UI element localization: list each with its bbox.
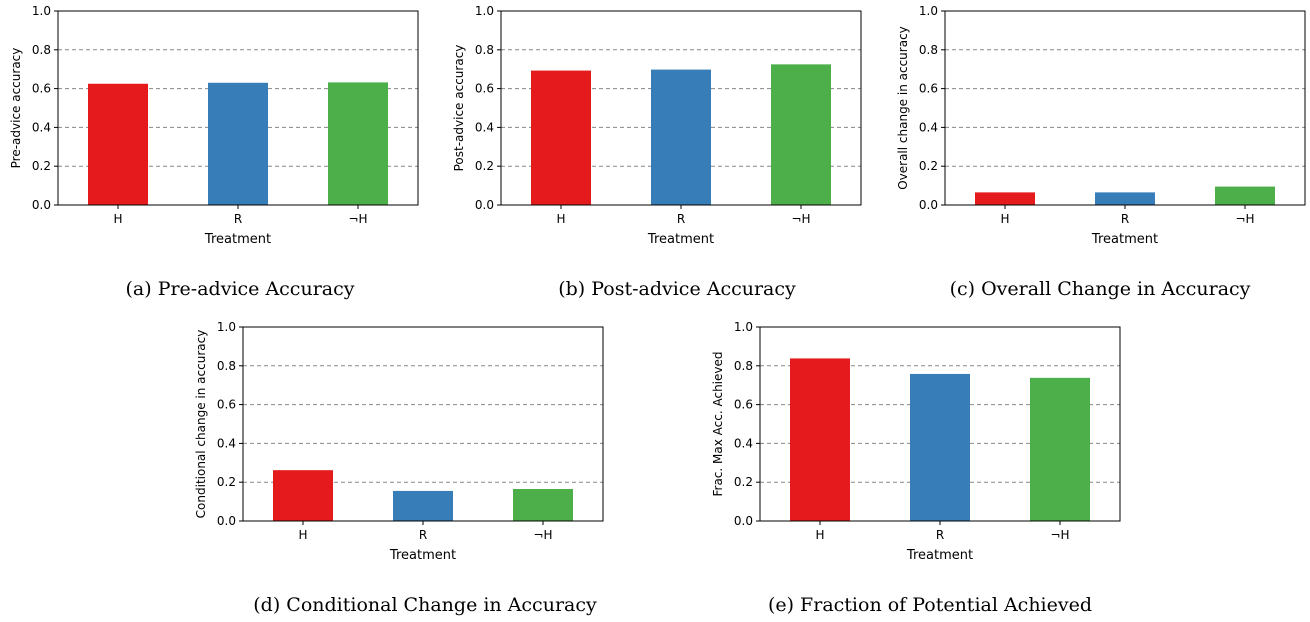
y-tick-label: 0.0	[217, 514, 236, 528]
x-axis-label: Treatment	[647, 232, 714, 247]
chart-panel-b: 0.0 0.2 0.4 0.6 0.8 1.0 H R ¬H Treatment Post-advi…	[0, 0, 880, 260]
x-tick-label: ¬H	[348, 212, 367, 226]
y-tick-label: 0.0	[32, 198, 51, 212]
bar-H	[531, 70, 591, 205]
bar-R	[208, 82, 268, 205]
y-tick-label: 1.0	[734, 320, 753, 334]
bar-R	[393, 490, 453, 521]
y-tick-label: 0.6	[217, 398, 236, 412]
x-tick-label: H	[815, 528, 824, 542]
x-axis-label: Treatment	[389, 548, 456, 563]
y-axis-label: Conditional change in accuracy	[194, 330, 208, 519]
y-axis-label: Pre-advice accuracy	[9, 48, 23, 169]
y-tick-label: 0.0	[734, 514, 753, 528]
y-axis-label: Overall change in accuracy	[896, 26, 910, 190]
y-tick-label: 0.2	[919, 159, 938, 173]
x-axis-label: Treatment	[1091, 232, 1158, 247]
y-tick-label: 1.0	[32, 4, 51, 18]
x-tick-label: H	[556, 212, 565, 226]
plot-frame	[57, 10, 419, 206]
bar-R	[1095, 192, 1155, 205]
y-tick-label: 0.4	[217, 436, 236, 450]
y-tick-label: 0.8	[217, 359, 236, 373]
y-axis-label: Frac. Max Acc. Achieved	[711, 351, 725, 496]
bar-chart-d: 0.0 0.2 0.4 0.6 0.8 1.0 H R ¬H Treatment Condition…	[194, 320, 604, 563]
x-tick-label: ¬H	[533, 528, 552, 542]
caption-a: (a) Pre-advice Accuracy	[125, 278, 355, 300]
bar-¬H	[771, 64, 831, 205]
y-tick-label: 0.4	[475, 120, 494, 134]
caption-e: (e) Fraction of Potential Achieved	[767, 594, 1093, 616]
y-tick-label: 0.8	[32, 43, 51, 57]
bar-chart-c: 0.0 0.2 0.4 0.6 0.8 1.0 H R ¬H Treatment Overall c…	[896, 4, 1306, 247]
y-tick-label: 0.4	[32, 120, 51, 134]
bar-H	[88, 83, 148, 205]
x-tick-label: H	[298, 528, 307, 542]
x-axis-label: Treatment	[906, 548, 973, 563]
bar-chart-a: 0.0 0.2 0.4 0.6 0.8 1.0 H R ¬H Treatment Pre-advic…	[9, 4, 419, 247]
bar-H	[975, 192, 1035, 205]
y-tick-label: 0.8	[919, 43, 938, 57]
chart-panel-e: 0.0 0.2 0.4 0.6 0.8 1.0 H R ¬H Treatment Frac. Max…	[711, 320, 1121, 563]
x-tick-label: H	[1000, 212, 1009, 226]
y-tick-label: 0.6	[734, 398, 753, 412]
bar-chart-e: 0.0 0.2 0.4 0.6 0.8 1.0 H R ¬H Treatment Frac. Max…	[711, 320, 1121, 563]
y-tick-label: 0.4	[919, 120, 938, 134]
y-tick-label: 0.2	[217, 475, 236, 489]
x-tick-label: R	[677, 212, 685, 226]
chart-panel-c: 0.0 0.2 0.4 0.6 0.8 1.0 H R ¬H Treatment Overall c…	[0, 0, 1310, 260]
y-tick-label: 0.2	[32, 159, 51, 173]
bar-¬H	[328, 82, 388, 205]
bar-H	[273, 470, 333, 521]
x-tick-label: H	[113, 212, 122, 226]
bar-¬H	[1030, 377, 1090, 521]
y-tick-label: 0.8	[734, 359, 753, 373]
x-tick-label: ¬H	[1235, 212, 1254, 226]
x-tick-label: ¬H	[1050, 528, 1069, 542]
y-tick-label: 1.0	[475, 4, 494, 18]
x-tick-label: R	[1121, 212, 1129, 226]
y-tick-label: 0.8	[475, 43, 494, 57]
plot-frame	[944, 10, 1306, 206]
caption-b: (b) Post-advice Accuracy	[558, 278, 796, 300]
caption-d: (d) Conditional Change in Accuracy	[253, 594, 597, 616]
x-tick-label: R	[936, 528, 944, 542]
y-axis-label: Post-advice accuracy	[452, 45, 466, 172]
bar-chart-b: 0.0 0.2 0.4 0.6 0.8 1.0 H R ¬H Treatment Post-advi…	[452, 4, 862, 247]
y-tick-label: 0.6	[32, 82, 51, 96]
caption-c: (c) Overall Change in Accuracy	[949, 278, 1251, 300]
y-tick-label: 0.6	[919, 82, 938, 96]
bar-¬H	[513, 488, 573, 521]
y-tick-label: 0.2	[475, 159, 494, 173]
y-tick-label: 0.4	[734, 436, 753, 450]
y-tick-label: 0.0	[475, 198, 494, 212]
chart-panel-a: 0.0 0.2 0.4 0.6 0.8 1.0 H R ¬H Treatment Pre-advic…	[0, 0, 440, 260]
x-tick-label: R	[419, 528, 427, 542]
plot-frame	[759, 326, 1121, 522]
bar-R	[910, 373, 970, 521]
plot-frame	[242, 326, 604, 522]
bar-¬H	[1215, 186, 1275, 205]
plot-frame	[500, 10, 862, 206]
bar-R	[651, 69, 711, 205]
x-axis-label: Treatment	[204, 232, 271, 247]
y-tick-label: 0.2	[734, 475, 753, 489]
bar-H	[790, 358, 850, 521]
y-tick-label: 1.0	[919, 4, 938, 18]
y-tick-label: 1.0	[217, 320, 236, 334]
y-tick-label: 0.6	[475, 82, 494, 96]
chart-panel-d: 0.0 0.2 0.4 0.6 0.8 1.0 H R ¬H Treatment Condition…	[0, 0, 660, 580]
y-tick-label: 0.0	[919, 198, 938, 212]
x-tick-label: ¬H	[791, 212, 810, 226]
x-tick-label: R	[234, 212, 242, 226]
